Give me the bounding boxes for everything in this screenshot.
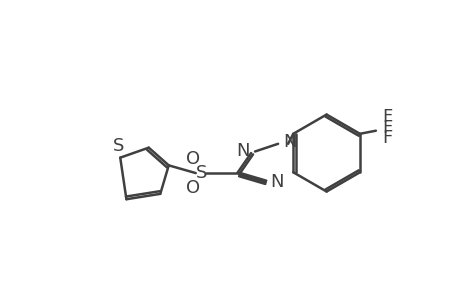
Text: F: F xyxy=(381,118,392,136)
Text: O: O xyxy=(186,150,200,168)
Text: F: F xyxy=(381,108,392,126)
Text: N: N xyxy=(283,133,297,151)
Text: S: S xyxy=(113,136,124,154)
Text: S: S xyxy=(195,164,207,182)
Text: O: O xyxy=(186,179,200,197)
Text: N: N xyxy=(270,173,283,191)
Text: N: N xyxy=(235,142,249,160)
Text: F: F xyxy=(381,129,392,147)
